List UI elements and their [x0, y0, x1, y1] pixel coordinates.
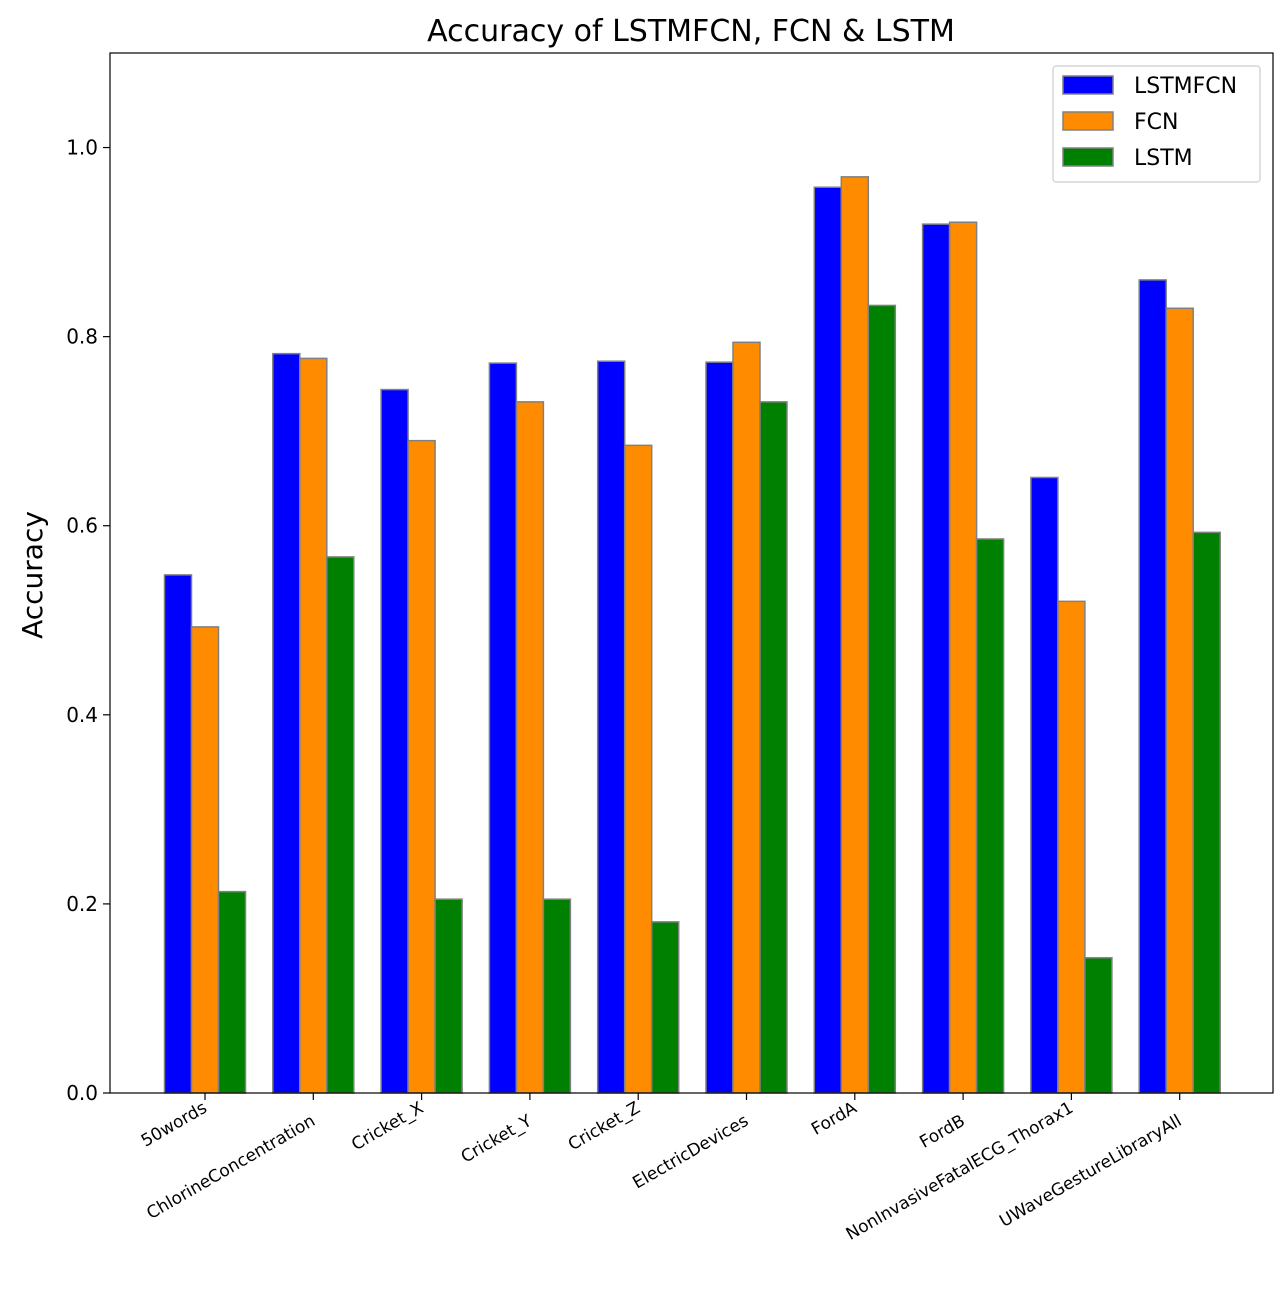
y-axis-label: Accuracy	[16, 511, 49, 639]
bar-lstm-cricket_y	[542, 898, 572, 1094]
legend-label-lstm: LSTM	[1134, 146, 1193, 171]
bar-fcn-cricket_z	[623, 444, 653, 1094]
x-tick-label: FordB	[916, 1111, 968, 1153]
bar-lstmfcn-cricket_y	[488, 362, 518, 1094]
chart-title: Accuracy of LSTMFCN, FCN & LSTM	[427, 14, 955, 49]
bar-fcn-noninvasivefatalecg_thorax1	[1057, 600, 1086, 1094]
bar-lstmfcn-forda	[813, 186, 843, 1094]
bar-lstm-forda	[867, 304, 897, 1094]
y-tick-label: 0.2	[66, 892, 98, 916]
bar-lstmfcn-cricket_z	[596, 360, 626, 1094]
bar-fcn-cricket_x	[407, 439, 436, 1094]
y-tick-label: 0.4	[66, 703, 98, 727]
plot-frame	[109, 52, 1274, 1094]
bar-fcn-electricdevices	[732, 341, 761, 1094]
y-tick-label: 0.6	[66, 514, 98, 538]
x-tick-label: FordA	[808, 1098, 860, 1140]
x-tick-label: ElectricDevices	[629, 1111, 752, 1193]
bar-lstm-electricdevices	[759, 401, 788, 1094]
bars-group	[163, 176, 1221, 1094]
bar-lstmfcn-fordb	[921, 223, 951, 1094]
bar-fcn-fordb	[948, 221, 978, 1094]
bar-lstm-noninvasivefatalecg_thorax1	[1084, 957, 1113, 1094]
y-tick-label: 1.0	[66, 136, 98, 160]
bar-lstmfcn-noninvasivefatalecg_thorax1	[1030, 476, 1059, 1094]
y-tick-label: 0.0	[66, 1081, 98, 1105]
bar-lstm-50words	[217, 890, 247, 1094]
legend-swatch-lstm	[1062, 147, 1114, 167]
bar-fcn-uwavegesturelibraryall	[1165, 307, 1194, 1094]
bar-lstmfcn-50words	[163, 574, 193, 1094]
legend-swatch-fcn	[1062, 111, 1114, 131]
x-tick-label: 50words	[138, 1098, 211, 1152]
bar-lstm-chlorineconcentration	[326, 556, 355, 1094]
legend-swatch-lstmfcn	[1062, 75, 1114, 95]
bar-lstm-cricket_z	[650, 921, 680, 1094]
x-tick-label: Cricket_X	[348, 1098, 427, 1155]
bar-lstmfcn-cricket_x	[380, 388, 409, 1094]
bar-fcn-chlorineconcentration	[299, 357, 328, 1094]
legend-label-lstmfcn: LSTMFCN	[1134, 74, 1237, 99]
y-axis-ticks: 0.0 0.2 0.4 0.6 0.8 1.0	[66, 136, 110, 1105]
bar-lstm-uwavegesturelibraryall	[1192, 531, 1221, 1094]
bar-lstmfcn-uwavegesturelibraryall	[1138, 279, 1167, 1094]
x-tick-label: Cricket_Z	[565, 1098, 644, 1155]
bar-lstm-fordb	[975, 538, 1005, 1094]
y-tick-label: 0.8	[66, 325, 98, 349]
bar-lstmfcn-electricdevices	[705, 361, 734, 1094]
bar-lstm-cricket_x	[434, 898, 463, 1094]
legend-label-fcn: FCN	[1134, 110, 1178, 135]
legend: LSTMFCN FCN LSTM	[1052, 65, 1261, 183]
bar-fcn-50words	[190, 626, 220, 1094]
x-tick-label: Cricket_Y	[458, 1111, 536, 1168]
bar-lstmfcn-chlorineconcentration	[272, 352, 301, 1094]
bar-fcn-cricket_y	[515, 401, 545, 1094]
bar-fcn-forda	[840, 176, 870, 1094]
